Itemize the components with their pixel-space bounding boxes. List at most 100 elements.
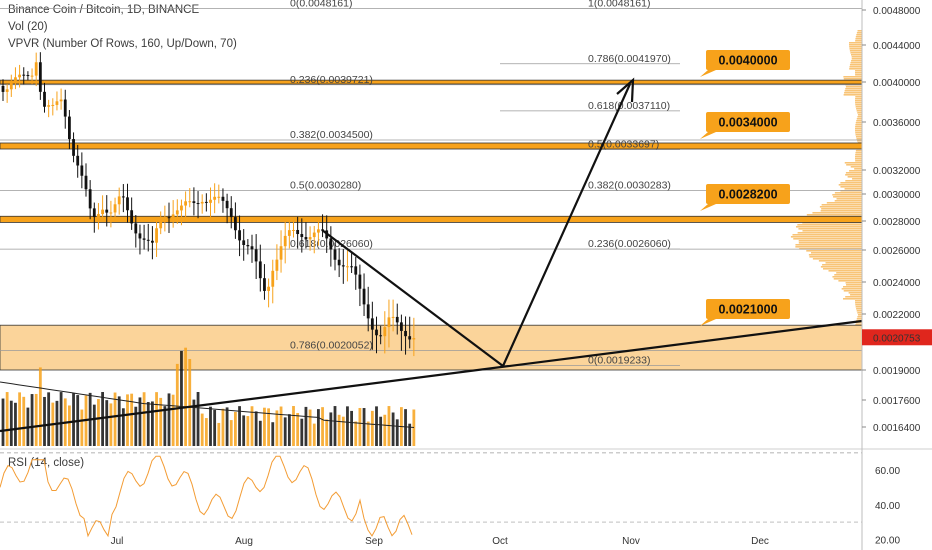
time-axis-label: Nov — [622, 536, 640, 547]
volume-bar — [246, 416, 250, 446]
candle-body — [47, 105, 51, 107]
volume-bar — [171, 394, 175, 446]
candle-body — [126, 197, 129, 211]
tag-pointer — [700, 70, 716, 77]
volume-indicator-label[interactable]: Vol (20) — [8, 21, 48, 33]
vpvr-row — [840, 186, 862, 188]
volume-bar — [308, 409, 312, 446]
candle-body — [271, 270, 275, 287]
volume-bar — [304, 406, 308, 446]
vpvr-row — [844, 162, 862, 164]
volume-bar — [146, 402, 150, 446]
vpvr-row — [857, 312, 862, 314]
vpvr-row — [844, 90, 862, 92]
vpvr-row — [849, 48, 862, 50]
volume-bar — [391, 412, 395, 446]
vpvr-row — [857, 112, 862, 114]
vpvr-row — [842, 286, 862, 288]
vpvr-row — [855, 98, 862, 100]
vpvr-row — [850, 54, 862, 56]
vpvr-row — [836, 272, 862, 274]
candle-body — [209, 199, 212, 203]
volume-bar — [130, 393, 134, 446]
vpvr-row — [857, 114, 862, 116]
volume-bar — [312, 423, 316, 446]
price-target-label: 0.0021000 — [718, 303, 777, 317]
rsi-indicator-label[interactable]: RSI (14, close) — [8, 457, 85, 469]
candle-body — [400, 322, 403, 331]
volume-bar — [267, 408, 270, 446]
vpvr-row — [854, 168, 862, 170]
volume-bar — [283, 417, 287, 446]
vpvr-row — [856, 310, 862, 312]
candle-body — [55, 101, 59, 105]
vpvr-row — [823, 268, 862, 270]
fib-level-label: 0.786(0.0041970) — [588, 53, 671, 65]
volume-bar — [138, 397, 142, 446]
candle-body — [18, 74, 21, 78]
vpvr-row — [843, 298, 862, 300]
volume-bar — [109, 403, 113, 446]
vpvr-row — [855, 306, 862, 308]
volume-bar — [175, 363, 179, 446]
resistance-zone-1 — [0, 79, 863, 85]
fib-level-label: 0.5(0.0030280) — [290, 180, 361, 192]
vpvr-row — [855, 158, 862, 160]
price-target-tag — [706, 50, 790, 70]
volume-bar — [275, 410, 279, 446]
vpvr-row — [845, 88, 862, 90]
vpvr-indicator-label[interactable]: VPVR (Number Of Rows, 160, Up/Down, 70) — [8, 38, 237, 50]
price-target-tag — [706, 299, 790, 319]
vpvr-row — [843, 78, 862, 80]
candle-body — [383, 327, 387, 337]
candle-body — [14, 77, 17, 83]
volume-bar — [242, 415, 246, 446]
candle-body — [225, 200, 229, 209]
vpvr-row — [826, 202, 862, 204]
volume-bar — [341, 416, 345, 446]
candle-body — [287, 230, 291, 236]
candle-body — [101, 209, 104, 215]
volume-bar — [366, 421, 370, 446]
volume-bar — [254, 411, 258, 446]
vpvr-row — [833, 278, 862, 280]
candle-body — [308, 237, 312, 240]
fib-level-label: 0.5(0.0033697) — [588, 139, 659, 151]
candle-body — [229, 208, 233, 218]
vpvr-row — [855, 72, 862, 74]
candle-body — [138, 233, 142, 239]
resistance-zone-3 — [0, 215, 863, 223]
trend-drawings — [0, 77, 863, 433]
vpvr-row — [855, 136, 862, 138]
vpvr-row — [798, 228, 862, 230]
vpvr-row — [795, 244, 862, 246]
vpvr-row — [845, 174, 862, 176]
candle-body — [254, 249, 258, 262]
vpvr-row — [855, 70, 862, 72]
candle-body — [234, 217, 237, 231]
price-target-label: 0.0040000 — [718, 54, 777, 68]
vpvr-row — [834, 200, 862, 202]
price-tick-label: 0.0028000 — [873, 217, 921, 228]
vpvr-row — [840, 182, 862, 184]
vpvr-row — [851, 56, 862, 58]
volume-bar — [113, 392, 117, 446]
vpvr-row — [856, 34, 862, 36]
volume-bar — [221, 408, 225, 446]
volume-bar — [22, 396, 26, 446]
vpvr-row — [797, 224, 862, 226]
vpvr-row — [806, 214, 862, 216]
volume-bar — [38, 367, 42, 446]
candle-body — [188, 201, 192, 203]
vpvr-row — [855, 302, 862, 304]
candle-body — [346, 266, 349, 268]
volume-bar — [200, 413, 204, 446]
vpvr-row — [855, 36, 862, 38]
vpvr-row — [849, 44, 862, 46]
price-target-label: 0.0028200 — [718, 188, 777, 202]
vpvr-row — [850, 62, 862, 64]
candle-body — [34, 62, 38, 76]
chart-symbol-title: Binance Coin / Bitcoin, 1D, BINANCE — [8, 4, 200, 16]
vpvr-row — [850, 52, 862, 54]
